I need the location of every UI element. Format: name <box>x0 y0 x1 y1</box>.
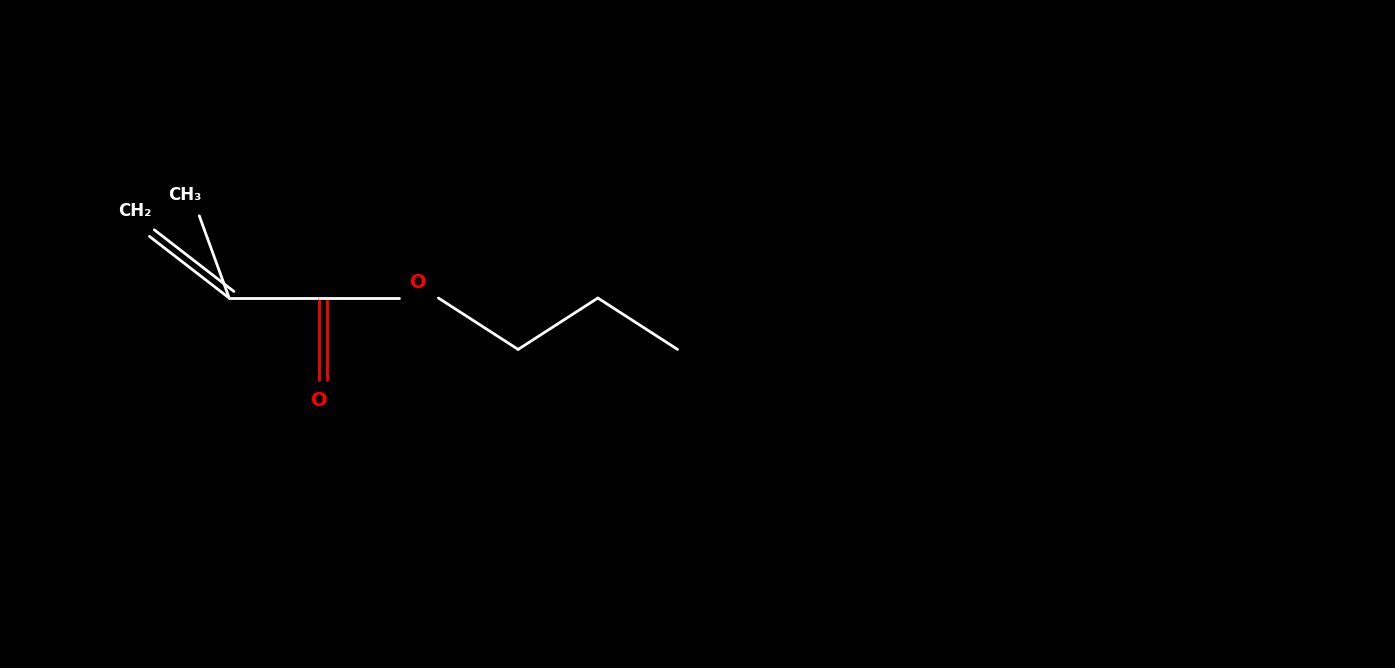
Text: O: O <box>311 391 328 410</box>
Text: CH₃: CH₃ <box>167 186 201 204</box>
Text: CH₂: CH₂ <box>117 202 151 220</box>
Text: O: O <box>410 273 427 292</box>
